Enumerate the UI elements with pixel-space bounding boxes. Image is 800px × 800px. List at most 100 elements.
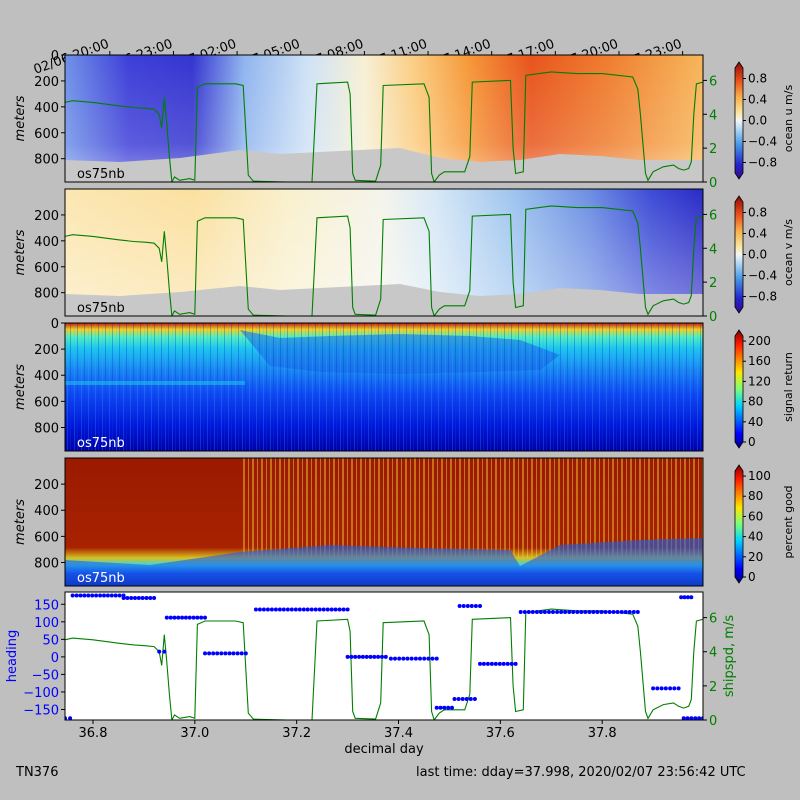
signal-return-frame [64,322,704,452]
heading-point [183,615,188,620]
heading-point [117,593,122,598]
heading-point [207,651,212,656]
heading-point [269,607,274,612]
depth-tick-label: 600 [34,261,59,276]
depth-tick-label: 600 [34,530,59,545]
heading-point [575,610,580,614]
heading-point [157,649,162,654]
colorbar-tick-label: 60 [748,509,763,523]
shipspd-series-line [65,205,703,316]
heading-point [522,610,527,614]
ocean-u-instrument-label: os75nb [77,167,125,182]
heading-tick-label: 150 [34,598,59,613]
last-time-stamp: last time: dday=37.998, 2020/02/07 23:56… [416,765,746,780]
depth-tick-label: 800 [34,556,59,571]
heading-point [113,593,118,598]
colorbar-label: signal return [782,352,795,422]
heading-point [265,607,270,612]
depth-tick-label: 200 [34,478,59,493]
colorbar-tick-label: 20 [748,550,763,564]
heading-point [239,651,244,656]
depth-tick-label: 0 [51,317,59,332]
twin-speed-tick-label: 6 [709,208,717,223]
colorbar [734,195,744,314]
colorbars: 0.8 0.4 0.0 −0.4 −0.8 ocean u m/s 0.8 0.4 0.0 −0.… [734,61,795,584]
depth-axis-label: meters [13,364,28,410]
colorbar-tick-label: 0.4 [748,93,767,107]
heading-point [273,607,278,612]
heading-point [70,593,75,598]
heading-point [682,595,687,600]
heading-point [227,651,232,656]
heading-point [599,610,604,614]
heading-point [397,656,402,661]
heading-tick-label: 0 [51,651,59,666]
heading-point [627,610,632,614]
heading-point [689,716,694,720]
colorbar-tick-label: −0.8 [748,290,777,304]
heading-point [82,593,87,598]
heading-point [559,610,564,614]
depth-tick-label: 200 [34,343,59,358]
depth-tick-label: 800 [34,153,59,168]
colorbar-tick-label: 160 [748,354,771,368]
heading-tick-label: −50 [32,668,59,683]
heading-point [243,651,248,656]
heading-point [472,697,477,701]
panel-heading-shipspd: 150 100 50 0 −50 −100 −150 6 4 2 0 36.8 37.0 37.2 37… [5,591,737,757]
depth-tick-label: 600 [34,127,59,142]
colorbar-tick-label: 0 [748,435,756,449]
heading-point [418,656,422,661]
heading-point [663,686,668,691]
heading-point [655,686,660,691]
heading-point [469,604,474,608]
heading-tick-label: 100 [34,616,59,631]
heading-point [393,656,397,661]
heading-point [505,661,510,666]
heading-point [301,607,306,612]
heading-point [345,607,350,612]
x-axis-label: decimal day [344,742,424,757]
heading-point [376,654,381,659]
heading-point [442,705,447,710]
heading-point [383,654,388,659]
heading-point [478,661,482,666]
heading-point [457,604,462,608]
heading-point [168,615,173,620]
twin-speed-tick-label: 2 [709,142,717,157]
heading-point [426,656,431,661]
colorbar-tick-label: 120 [748,374,771,388]
heading-point [329,607,334,612]
heading-point [468,697,473,701]
percent-good-bottom-band [65,538,703,586]
heading-point [235,651,240,656]
heading-point [195,615,200,620]
heading-point [551,610,555,614]
heading-point [563,610,568,614]
heading-point [285,607,290,612]
heading-point [555,610,560,614]
heading-point [277,607,282,612]
colorbar [734,61,744,180]
colorbar-tick-label: 0.8 [748,206,767,220]
heading-point [176,615,181,620]
heading-point [257,607,262,612]
heading-point [317,607,322,612]
heading-point [434,656,439,661]
heading-point [203,651,207,656]
heading-point [473,604,478,608]
colorbar-tick-label: 40 [748,530,763,544]
heading-point [78,593,83,598]
heading-point [591,610,596,614]
heading-point [203,615,207,620]
heading-point [231,651,236,656]
colorbar-label: percent good [782,485,795,558]
colorbar-tick-label: −0.8 [748,156,777,170]
heading-point [297,607,302,612]
heading-point [211,651,216,656]
x-tick-label: 37.6 [486,726,515,741]
heading-point [313,607,318,612]
depth-tick-label: 400 [34,101,59,116]
heading-point [74,593,79,598]
